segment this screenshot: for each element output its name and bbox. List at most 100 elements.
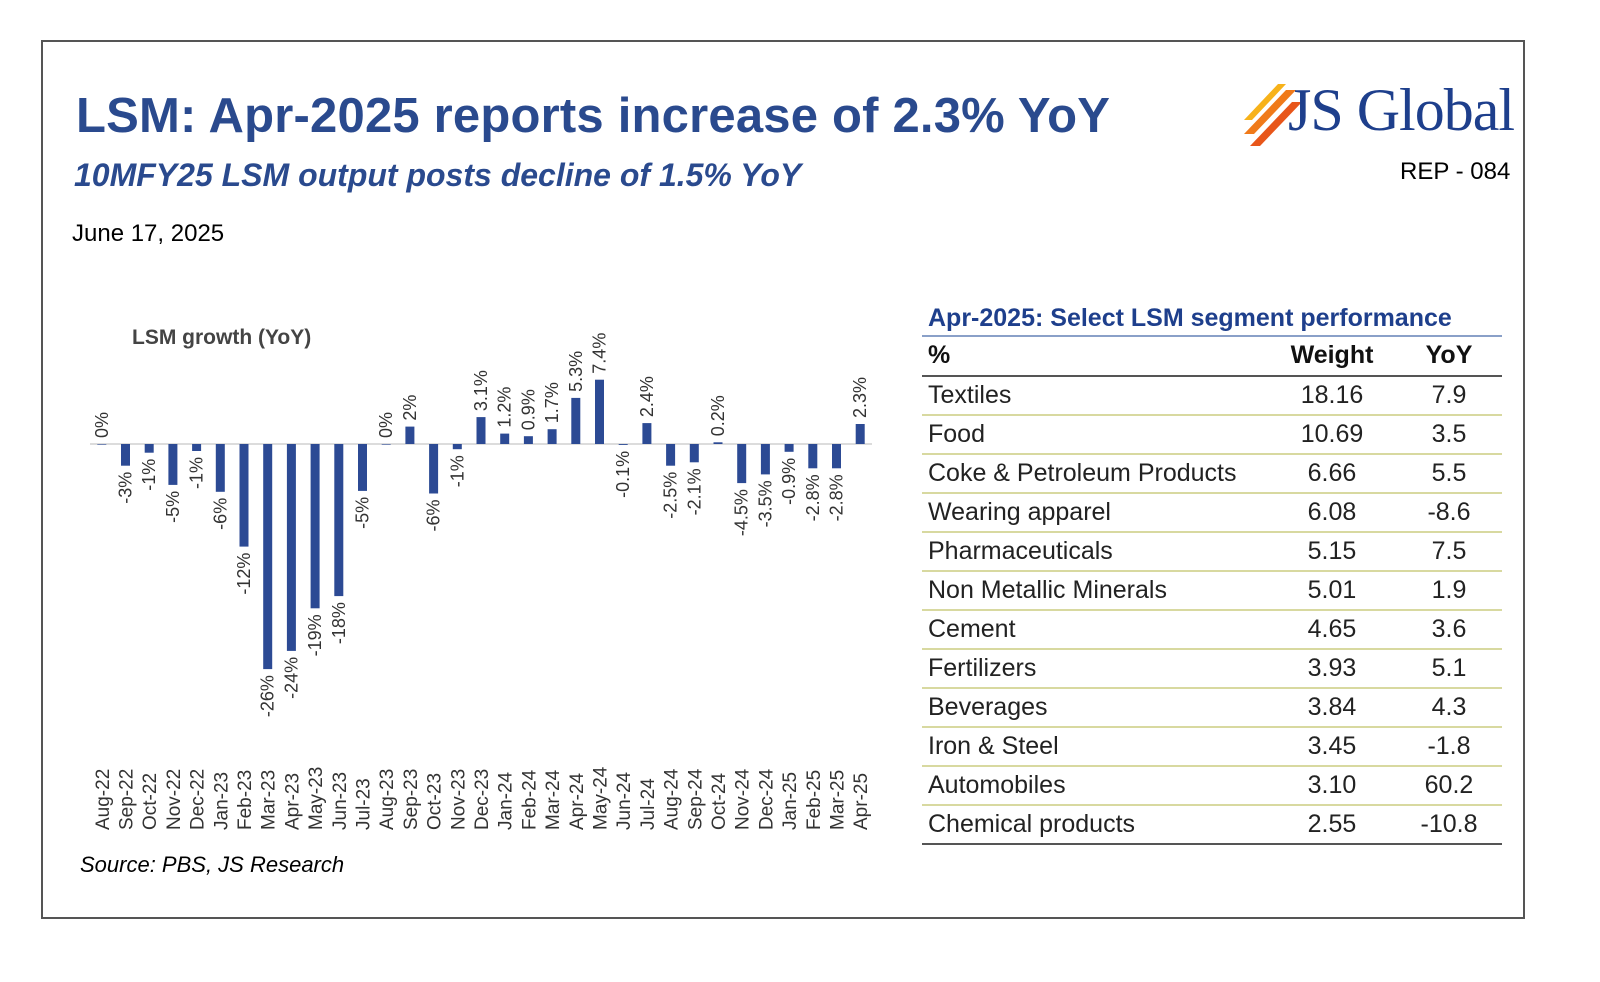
- bar-sep-23: [405, 426, 415, 444]
- bar-dec-24: [760, 444, 770, 475]
- data-label: -3.5%: [755, 480, 775, 527]
- segment-yoy: -8.6: [1427, 498, 1471, 526]
- data-label: -4.5%: [732, 489, 752, 536]
- x-tick-label: Feb-23: [235, 770, 256, 830]
- x-tick-label: Jul-24: [638, 778, 659, 830]
- segment-table: % Weight YoY Textiles 18.16 7.9 Food 10.…: [922, 335, 1502, 845]
- x-tick-label: Aug-22: [93, 769, 114, 830]
- segment-weight: 3.10: [1307, 771, 1357, 799]
- data-label: -6%: [210, 498, 230, 530]
- bar-apr-23: [286, 444, 296, 651]
- data-label: -2.5%: [661, 472, 681, 519]
- header-yoy: YoY: [1425, 341, 1473, 369]
- data-label: 7.4%: [590, 333, 610, 374]
- data-label: -18%: [329, 602, 349, 644]
- data-label: -5%: [353, 497, 373, 529]
- bar-jan-25: [784, 444, 794, 452]
- segment-weight: 5.15: [1307, 537, 1357, 565]
- x-tick-label: Feb-25: [804, 770, 825, 830]
- x-tick-label: Apr-23: [282, 773, 303, 830]
- segment-name: Food: [928, 420, 985, 448]
- segment-yoy: -10.8: [1420, 810, 1478, 838]
- segment-weight: 3.93: [1307, 654, 1357, 682]
- data-label: -3%: [116, 472, 136, 504]
- js-global-logo: JS Global: [1238, 76, 1515, 156]
- logo-text: JS Global: [1288, 77, 1515, 143]
- table-row: Iron & Steel 3.45 -1.8: [922, 728, 1502, 767]
- bar-nov-23: [452, 444, 462, 450]
- data-label: 0%: [376, 412, 396, 438]
- segment-weight: 3.84: [1307, 693, 1357, 721]
- bar-oct-23: [429, 444, 439, 494]
- data-label: 2.4%: [637, 376, 657, 417]
- x-tick-label: Sep-23: [401, 769, 422, 830]
- table-row: Fertilizers 3.93 5.1: [922, 650, 1502, 689]
- logo-slash-icon: [1244, 84, 1302, 146]
- data-label: -24%: [281, 657, 301, 699]
- data-label: -1%: [447, 455, 467, 487]
- segment-weight: 6.66: [1307, 459, 1357, 487]
- chart-title: LSM growth (YoY): [132, 326, 312, 349]
- table-row: Non Metallic Minerals 5.01 1.9: [922, 572, 1502, 611]
- segment-name: Beverages: [928, 693, 1048, 721]
- table-row: Automobiles 3.10 60.2: [922, 767, 1502, 806]
- data-label: -0.9%: [779, 458, 799, 505]
- report-title: LSM: Apr-2025 reports increase of 2.3% Y…: [76, 89, 1111, 143]
- bar-mar-25: [832, 444, 841, 469]
- report-code: REP - 084: [1400, 158, 1511, 185]
- table-row: Pharmaceuticals 5.15 7.5: [922, 533, 1502, 572]
- data-label: -2.8%: [827, 474, 847, 521]
- data-label: 0%: [92, 412, 112, 438]
- x-tick-label: Nov-23: [448, 769, 469, 830]
- x-tick-label: Oct-23: [425, 773, 446, 830]
- segment-yoy: 7.5: [1431, 537, 1467, 565]
- table-row: Food 10.69 3.5: [922, 416, 1502, 455]
- segment-yoy: 1.9: [1431, 576, 1467, 604]
- x-tick-label: Sep-24: [685, 768, 706, 830]
- bar-nov-24: [737, 444, 747, 484]
- bar-feb-23: [239, 444, 249, 547]
- data-label: -2.8%: [803, 474, 823, 521]
- x-tick-label: Jan-24: [496, 771, 517, 830]
- segment-name: Fertilizers: [928, 654, 1037, 682]
- data-label: 5.3%: [566, 351, 586, 392]
- segment-weight: 4.65: [1307, 615, 1357, 643]
- x-tick-label: Feb-24: [519, 769, 540, 830]
- bar-may-24: [595, 379, 604, 444]
- bar-oct-22: [144, 444, 154, 453]
- data-label: -2.1%: [684, 468, 704, 515]
- segment-weight: 2.55: [1307, 810, 1357, 838]
- segment-name: Cement: [928, 615, 1016, 643]
- bar-nov-22: [168, 444, 178, 485]
- segment-yoy: 60.2: [1424, 771, 1474, 799]
- x-tick-label: Nov-22: [164, 769, 185, 830]
- bar-jun-23: [334, 444, 344, 597]
- data-label: 3.1%: [471, 370, 491, 411]
- x-tick-label: May-23: [306, 767, 327, 830]
- x-tick-label: Apr-25: [851, 773, 872, 830]
- x-tick-label: Jan-23: [211, 772, 232, 830]
- data-label: -1%: [187, 457, 207, 489]
- data-label: -12%: [234, 553, 254, 595]
- segment-weight: 10.69: [1300, 420, 1364, 448]
- table-row: Textiles 18.16 7.9: [922, 377, 1502, 416]
- bar-apr-25: [855, 424, 865, 444]
- report-subtitle: 10MFY25 LSM output posts decline of 1.5%…: [74, 157, 802, 193]
- segment-weight: 5.01: [1307, 576, 1357, 604]
- x-tick-label: Jan-25: [780, 772, 801, 830]
- segment-name: Non Metallic Minerals: [928, 576, 1167, 604]
- bar-feb-24: [523, 436, 533, 444]
- x-tick-label: Jul-23: [354, 778, 375, 830]
- table-row: Wearing apparel 6.08 -8.6: [922, 494, 1502, 533]
- segment-yoy: -1.8: [1427, 732, 1471, 760]
- bar-may-23: [310, 444, 320, 609]
- segment-weight: 18.16: [1300, 381, 1364, 409]
- x-tick-label: Nov-24: [733, 768, 754, 830]
- bar-jan-24: [500, 433, 510, 444]
- data-label: -19%: [305, 614, 325, 656]
- data-label: -26%: [258, 675, 278, 717]
- bar-sep-24: [689, 444, 699, 463]
- data-label: 1.2%: [495, 387, 515, 428]
- segment-name: Automobiles: [928, 771, 1066, 799]
- segment-yoy: 7.9: [1431, 381, 1467, 409]
